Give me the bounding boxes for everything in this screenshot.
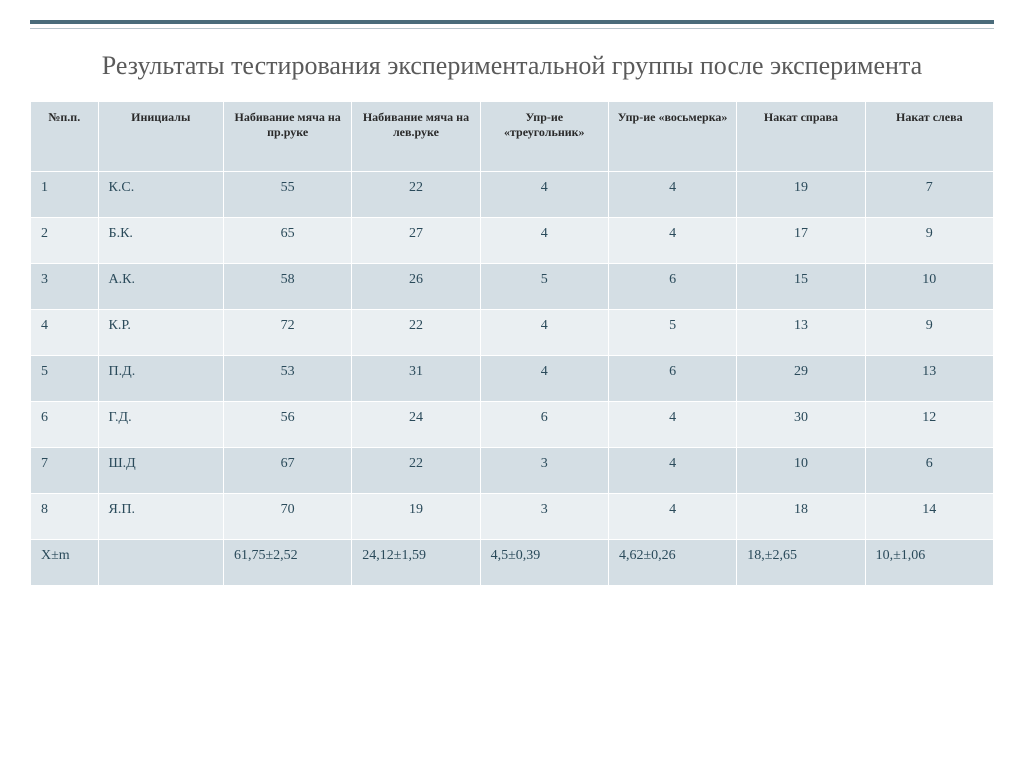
cell: П.Д. — [98, 355, 223, 401]
cell: 6 — [480, 401, 608, 447]
decorative-sub-line — [30, 28, 994, 29]
cell: 5 — [480, 263, 608, 309]
cell: К.Р. — [98, 309, 223, 355]
cell: 17 — [737, 217, 865, 263]
cell: 5 — [31, 355, 99, 401]
cell: 22 — [352, 309, 480, 355]
cell: 31 — [352, 355, 480, 401]
table-row: 6 Г.Д. 56 24 6 4 30 12 — [31, 401, 994, 447]
cell: 72 — [223, 309, 351, 355]
cell: 3 — [480, 447, 608, 493]
cell: Я.П. — [98, 493, 223, 539]
cell: Ш.Д — [98, 447, 223, 493]
cell: 30 — [737, 401, 865, 447]
cell: К.С. — [98, 171, 223, 217]
cell: 4 — [480, 355, 608, 401]
cell: 24,12±1,59 — [352, 539, 480, 585]
cell: 9 — [865, 309, 993, 355]
cell: 19 — [737, 171, 865, 217]
cell: 24 — [352, 401, 480, 447]
cell: 29 — [737, 355, 865, 401]
cell: 4 — [608, 171, 736, 217]
col-header-left-hand: Набивание мяча на лев.руке — [352, 101, 480, 171]
cell — [98, 539, 223, 585]
cell: 6 — [865, 447, 993, 493]
cell: 15 — [737, 263, 865, 309]
decorative-top-line — [30, 20, 994, 24]
cell: 13 — [865, 355, 993, 401]
table-body: 1 К.С. 55 22 4 4 19 7 2 Б.К. 65 27 4 4 1… — [31, 171, 994, 585]
cell: 7 — [865, 171, 993, 217]
cell: 65 — [223, 217, 351, 263]
cell: 4 — [480, 171, 608, 217]
cell: 53 — [223, 355, 351, 401]
cell: 2 — [31, 217, 99, 263]
table-row: 4 К.Р. 72 22 4 5 13 9 — [31, 309, 994, 355]
cell: 27 — [352, 217, 480, 263]
cell: Б.К. — [98, 217, 223, 263]
col-header-right-roll: Накат справа — [737, 101, 865, 171]
cell: 7 — [31, 447, 99, 493]
table-row: 2 Б.К. 65 27 4 4 17 9 — [31, 217, 994, 263]
col-header-eight: Упр-ие «восьмерка» — [608, 101, 736, 171]
cell: 10 — [865, 263, 993, 309]
cell: 9 — [865, 217, 993, 263]
cell: 3 — [31, 263, 99, 309]
cell: 13 — [737, 309, 865, 355]
table-header-row: №п.п. Инициалы Набивание мяча на пр.руке… — [31, 101, 994, 171]
cell: 6 — [608, 355, 736, 401]
cell: 8 — [31, 493, 99, 539]
cell: 4 — [608, 447, 736, 493]
cell: 10 — [737, 447, 865, 493]
cell: 1 — [31, 171, 99, 217]
cell: 4 — [480, 217, 608, 263]
table-summary-row: X±m 61,75±2,52 24,12±1,59 4,5±0,39 4,62±… — [31, 539, 994, 585]
cell: 26 — [352, 263, 480, 309]
cell: 4 — [608, 493, 736, 539]
cell: А.К. — [98, 263, 223, 309]
cell: 12 — [865, 401, 993, 447]
table-row: 3 А.К. 58 26 5 6 15 10 — [31, 263, 994, 309]
cell: 55 — [223, 171, 351, 217]
cell: Г.Д. — [98, 401, 223, 447]
cell: 4 — [608, 401, 736, 447]
results-table: №п.п. Инициалы Набивание мяча на пр.руке… — [30, 101, 994, 586]
cell: 56 — [223, 401, 351, 447]
col-header-num: №п.п. — [31, 101, 99, 171]
col-header-right-hand: Набивание мяча на пр.руке — [223, 101, 351, 171]
cell: 22 — [352, 171, 480, 217]
table-row: 1 К.С. 55 22 4 4 19 7 — [31, 171, 994, 217]
cell: 3 — [480, 493, 608, 539]
col-header-initials: Инициалы — [98, 101, 223, 171]
cell: 6 — [608, 263, 736, 309]
cell: X±m — [31, 539, 99, 585]
cell: 4 — [608, 217, 736, 263]
cell: 19 — [352, 493, 480, 539]
cell: 58 — [223, 263, 351, 309]
cell: 6 — [31, 401, 99, 447]
cell: 10,±1,06 — [865, 539, 993, 585]
cell: 4 — [31, 309, 99, 355]
col-header-triangle: Упр-ие «треугольник» — [480, 101, 608, 171]
cell: 4 — [480, 309, 608, 355]
cell: 18,±2,65 — [737, 539, 865, 585]
cell: 18 — [737, 493, 865, 539]
cell: 67 — [223, 447, 351, 493]
cell: 22 — [352, 447, 480, 493]
table-row: 8 Я.П. 70 19 3 4 18 14 — [31, 493, 994, 539]
table-row: 7 Ш.Д 67 22 3 4 10 6 — [31, 447, 994, 493]
cell: 5 — [608, 309, 736, 355]
col-header-left-roll: Накат слева — [865, 101, 993, 171]
page-title: Результаты тестирования экспериментально… — [30, 49, 994, 83]
cell: 4,5±0,39 — [480, 539, 608, 585]
cell: 70 — [223, 493, 351, 539]
table-row: 5 П.Д. 53 31 4 6 29 13 — [31, 355, 994, 401]
cell: 14 — [865, 493, 993, 539]
cell: 4,62±0,26 — [608, 539, 736, 585]
cell: 61,75±2,52 — [223, 539, 351, 585]
